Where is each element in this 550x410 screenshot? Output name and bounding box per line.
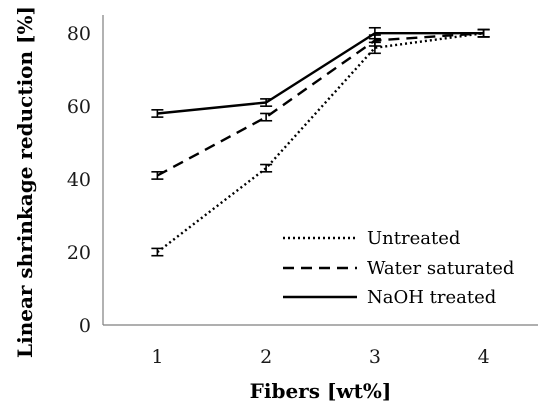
y-axis-title: Linear shrinkage reduction [%] [13, 6, 37, 358]
legend-item: NaOH treated [283, 287, 496, 308]
legend-label: Untreated [367, 228, 460, 249]
series-line [157, 32, 484, 115]
series-line [156, 32, 484, 177]
y-tick-labels: 0 20 40 60 80 [67, 23, 91, 337]
series-dashed [151, 28, 490, 180]
x-tick-label: 2 [260, 346, 272, 368]
x-tick-label: 1 [151, 346, 163, 368]
error-bar [368, 26, 381, 40]
x-tick-label: 3 [369, 346, 381, 368]
y-tick-label: 0 [79, 315, 91, 337]
legend-item: Untreated [283, 228, 460, 249]
error-bar [260, 112, 273, 122]
error-bar [151, 247, 164, 257]
x-tick-label: 4 [478, 346, 490, 368]
legend-item: Water saturated [283, 258, 514, 279]
legend: Untreated Water saturated NaOH treated [283, 228, 514, 308]
x-tick-labels: 1 2 3 4 [151, 346, 489, 368]
error-bar [151, 171, 164, 180]
error-bar [477, 28, 490, 38]
series-dotted [151, 28, 490, 257]
series-solid [151, 26, 490, 118]
y-tick-label: 40 [67, 169, 91, 191]
error-bar [151, 109, 164, 118]
x-axis-title: Fibers [wt%] [250, 379, 392, 403]
error-bar [260, 163, 273, 173]
y-tick-label: 60 [67, 96, 91, 118]
error-bar [260, 98, 273, 107]
series-layer [151, 26, 490, 257]
y-tick-label: 20 [67, 242, 91, 264]
y-tick-label: 80 [67, 23, 91, 45]
legend-label: NaOH treated [367, 287, 496, 308]
legend-label: Water saturated [367, 258, 514, 279]
series-line [156, 32, 484, 254]
